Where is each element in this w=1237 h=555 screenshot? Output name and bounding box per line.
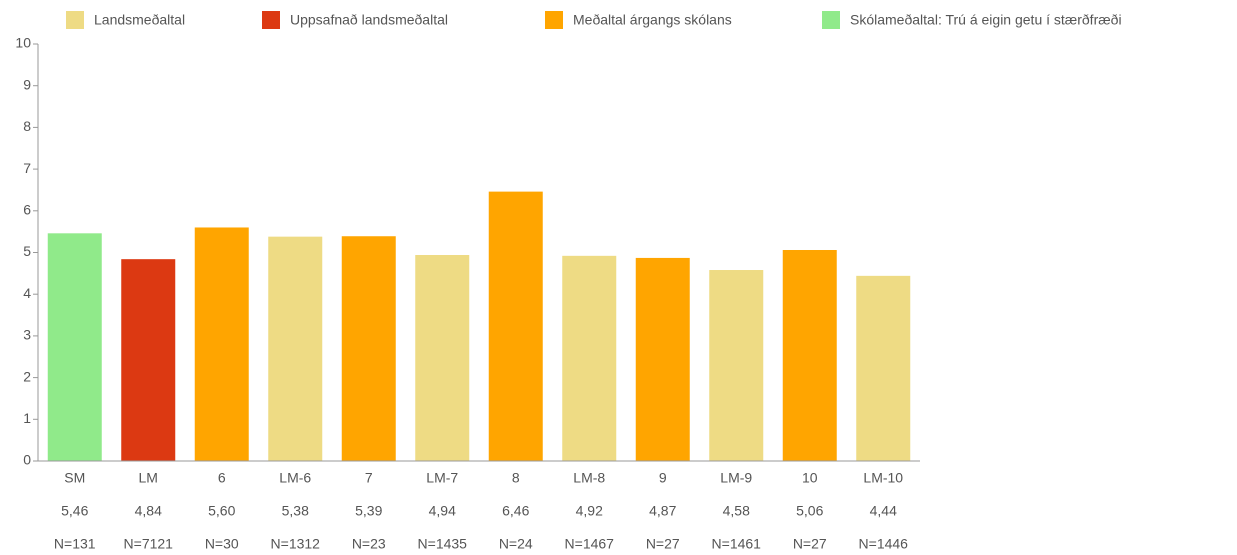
legend-label: Skólameðaltal: Trú á eigin getu í stærðf… bbox=[850, 12, 1122, 28]
bar bbox=[782, 249, 837, 461]
x-tick-label: LM-8 bbox=[573, 470, 605, 486]
x-tick-label: SM bbox=[64, 470, 85, 486]
y-tick-label: 0 bbox=[23, 452, 31, 468]
n-label: N=23 bbox=[352, 536, 386, 552]
x-tick-label: LM-10 bbox=[863, 470, 903, 486]
bar bbox=[562, 255, 617, 461]
legend-label: Landsmeðaltal bbox=[94, 12, 185, 28]
x-tick-label: LM bbox=[139, 470, 158, 486]
y-tick-label: 7 bbox=[23, 160, 31, 176]
y-tick-label: 9 bbox=[23, 76, 31, 92]
value-label: 5,06 bbox=[796, 503, 823, 519]
n-label: N=1446 bbox=[859, 536, 909, 552]
legend-swatch bbox=[66, 11, 84, 29]
y-tick-label: 8 bbox=[23, 118, 31, 134]
bar bbox=[488, 191, 543, 462]
bar bbox=[635, 257, 690, 461]
legend-label: Uppsafnað landsmeðaltal bbox=[290, 12, 448, 28]
value-label: 4,94 bbox=[429, 503, 456, 519]
legend-swatch bbox=[545, 11, 563, 29]
value-label: 4,84 bbox=[135, 503, 162, 519]
y-tick-label: 5 bbox=[23, 243, 31, 259]
y-tick-label: 2 bbox=[23, 368, 31, 384]
n-label: N=1467 bbox=[565, 536, 615, 552]
bar bbox=[415, 255, 470, 461]
value-label: 4,44 bbox=[870, 503, 897, 519]
x-tick-label: 6 bbox=[218, 470, 226, 486]
x-tick-label: LM-6 bbox=[279, 470, 311, 486]
value-label: 5,46 bbox=[61, 503, 88, 519]
value-label: 4,87 bbox=[649, 503, 676, 519]
x-tick-label: 7 bbox=[365, 470, 373, 486]
value-label: 4,58 bbox=[723, 503, 750, 519]
bar bbox=[341, 236, 396, 461]
legend-label: Meðaltal árgangs skólans bbox=[573, 12, 732, 28]
n-label: N=131 bbox=[54, 536, 96, 552]
y-tick-label: 10 bbox=[15, 35, 31, 51]
n-label: N=24 bbox=[499, 536, 533, 552]
value-label: 5,38 bbox=[282, 503, 309, 519]
value-label: 5,39 bbox=[355, 503, 382, 519]
n-label: N=7121 bbox=[124, 536, 174, 552]
x-tick-label: LM-7 bbox=[426, 470, 458, 486]
x-tick-label: LM-9 bbox=[720, 470, 752, 486]
value-label: 5,60 bbox=[208, 503, 235, 519]
n-label: N=30 bbox=[205, 536, 239, 552]
n-label: N=27 bbox=[646, 536, 680, 552]
legend-swatch bbox=[822, 11, 840, 29]
bar bbox=[268, 236, 323, 461]
value-label: 4,92 bbox=[576, 503, 603, 519]
bar bbox=[194, 227, 249, 461]
legend-swatch bbox=[262, 11, 280, 29]
value-label: 6,46 bbox=[502, 503, 529, 519]
x-tick-label: 10 bbox=[802, 470, 818, 486]
y-tick-label: 6 bbox=[23, 202, 31, 218]
n-label: N=1461 bbox=[712, 536, 762, 552]
bar bbox=[47, 233, 102, 461]
y-tick-label: 4 bbox=[23, 285, 31, 301]
n-label: N=27 bbox=[793, 536, 827, 552]
x-tick-label: 8 bbox=[512, 470, 520, 486]
y-tick-label: 1 bbox=[23, 410, 31, 426]
x-tick-label: 9 bbox=[659, 470, 667, 486]
n-label: N=1435 bbox=[418, 536, 468, 552]
bar bbox=[856, 275, 911, 461]
n-label: N=1312 bbox=[271, 536, 321, 552]
bar bbox=[709, 270, 764, 461]
bar bbox=[121, 259, 176, 461]
y-tick-label: 3 bbox=[23, 327, 31, 343]
